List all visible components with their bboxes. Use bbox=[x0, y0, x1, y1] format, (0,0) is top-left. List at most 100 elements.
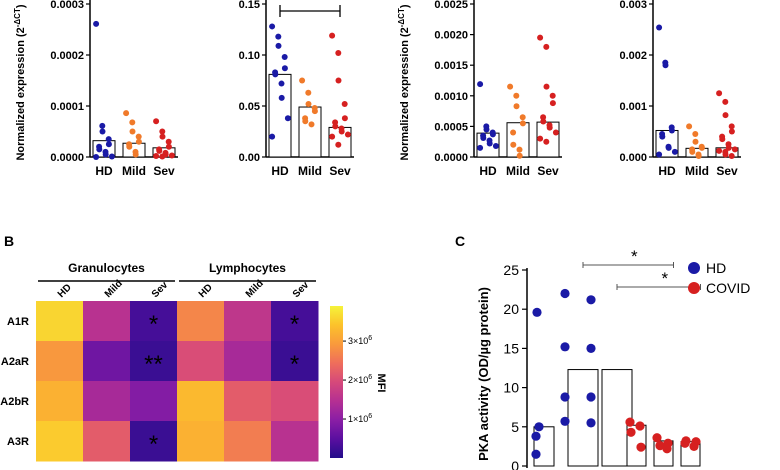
a1-y-label-close: ) bbox=[15, 4, 27, 8]
heatmap-cell bbox=[83, 421, 131, 462]
a1-y-label-sup: -ΔCT bbox=[13, 8, 22, 27]
a4-point-HD bbox=[665, 144, 672, 151]
a3-point-Mild bbox=[510, 129, 517, 136]
a2-point-HD bbox=[275, 42, 282, 49]
a2-x-label-Sev: Sev bbox=[329, 164, 351, 178]
heatmap-col-label: Sev bbox=[150, 279, 171, 300]
pka-point bbox=[560, 288, 570, 299]
a3-point-HD bbox=[477, 144, 484, 151]
a3-y-tick-label: 0.0000 bbox=[434, 152, 468, 164]
pka-y-tick-label: 5 bbox=[511, 419, 519, 435]
heatmap-cell bbox=[83, 381, 131, 422]
pka-point bbox=[531, 449, 541, 459]
pka-point bbox=[560, 416, 570, 426]
heatmap-row-label: A3R bbox=[7, 436, 29, 448]
a3-y-tick-label: 0.0025 bbox=[434, 0, 468, 11]
colorbar-label: MFI bbox=[375, 374, 387, 393]
heatmap-row-label: A1R bbox=[7, 316, 29, 328]
a1-point-Mild bbox=[135, 133, 142, 140]
a2-point-Sev bbox=[341, 100, 348, 107]
a4-x-label-HD: HD bbox=[658, 164, 676, 178]
a4-point-HD bbox=[662, 62, 669, 69]
pka-y-tick-label: 20 bbox=[503, 301, 519, 317]
a3-point-Sev bbox=[537, 135, 544, 142]
heatmap-cell bbox=[177, 381, 225, 422]
a2-point-HD bbox=[278, 80, 285, 87]
pka-point bbox=[532, 307, 542, 317]
a2-point-Sev bbox=[338, 128, 345, 135]
a3-point-Sev bbox=[540, 114, 547, 121]
heatmap-cell bbox=[36, 341, 84, 382]
a1-y-label-main: Normalized expression (2 bbox=[15, 27, 27, 160]
a2-point-Sev bbox=[329, 133, 336, 140]
a4-point-Mild bbox=[689, 148, 696, 155]
a2-point-HD bbox=[272, 71, 279, 78]
colorbar bbox=[330, 306, 343, 458]
a2-y-tick-label: 0.10 bbox=[239, 50, 260, 62]
heatmap-cell bbox=[177, 301, 225, 342]
pka-point bbox=[655, 441, 665, 451]
a1-point-HD bbox=[93, 20, 100, 27]
pka-y-tick-label: 15 bbox=[503, 340, 519, 356]
a1-point-HD bbox=[105, 141, 112, 148]
a1-point-Sev bbox=[153, 118, 160, 125]
colorbar-tick-label: 1×106 bbox=[348, 413, 372, 424]
a1-point-Mild bbox=[123, 110, 130, 117]
heatmap-cell bbox=[130, 341, 178, 382]
pka-bar bbox=[567, 369, 599, 467]
a2-point-Mild bbox=[302, 118, 309, 125]
a2-point-Mild bbox=[308, 121, 315, 128]
a2-point-Mild bbox=[305, 89, 312, 96]
a4-point-HD bbox=[656, 24, 663, 31]
a1-point-Sev bbox=[168, 152, 175, 159]
a2-point-Mild bbox=[299, 77, 306, 84]
a2-point-Sev bbox=[335, 77, 342, 84]
chart-pka: 0 5 10 15 20 25 PKA activity (OD/µg protein) * *… bbox=[476, 247, 750, 470]
a3-point-HD bbox=[489, 131, 496, 138]
a4-point-HD bbox=[659, 133, 666, 140]
a4-point-Sev bbox=[725, 144, 732, 151]
a3-point-Mild bbox=[507, 83, 514, 90]
heatmap-row-label: A2aR bbox=[1, 356, 29, 368]
colorbar-tick-exp: 6 bbox=[368, 335, 372, 342]
pka-point bbox=[625, 417, 635, 427]
chart-a1: 0.0000 0.0001 0.0002 0.0003 Normalized expre… bbox=[13, 0, 178, 178]
a1-point-Sev bbox=[159, 133, 166, 140]
a4-point-Mild bbox=[698, 144, 705, 151]
a2-point-HD bbox=[275, 33, 282, 40]
a3-point-Sev bbox=[540, 118, 547, 125]
pka-point bbox=[689, 441, 699, 451]
colorbar-tick-exp: 6 bbox=[368, 374, 372, 381]
a4-point-Sev bbox=[716, 90, 723, 97]
a1-point-Sev bbox=[153, 152, 160, 159]
a3-point-Sev bbox=[543, 83, 550, 90]
a2-y-tick-label: 0.00 bbox=[239, 152, 260, 164]
a4-x-label-Mild: Mild bbox=[685, 164, 709, 178]
colorbar-tick-base: 2×10 bbox=[348, 375, 368, 385]
a1-point-HD bbox=[108, 153, 115, 160]
a2-point-HD bbox=[281, 65, 288, 72]
a2-point-Sev bbox=[344, 131, 351, 138]
a4-point-HD bbox=[671, 148, 678, 155]
pka-point bbox=[534, 422, 544, 432]
a3-y-tick-label: 0.0015 bbox=[434, 60, 468, 72]
a1-point-Mild bbox=[132, 151, 139, 158]
a4-point-Sev bbox=[728, 152, 735, 159]
colorbar-tick-label: 2×106 bbox=[348, 374, 372, 385]
a4-y-tick-label: 0.002 bbox=[619, 50, 647, 62]
heatmap-cell bbox=[130, 381, 178, 422]
a4-point-Sev bbox=[728, 128, 735, 135]
a1-point-Mild bbox=[129, 128, 136, 135]
a2-point-Mild bbox=[311, 108, 318, 115]
a3-point-Mild bbox=[516, 146, 523, 153]
pka-point bbox=[586, 418, 596, 428]
a3-point-Sev bbox=[549, 100, 556, 107]
a3-point-Sev bbox=[549, 92, 556, 99]
a1-point-Sev bbox=[165, 143, 172, 150]
pka-point bbox=[662, 444, 672, 454]
a1-point-Mild bbox=[129, 119, 136, 126]
a3-x-label-Sev: Sev bbox=[537, 164, 559, 178]
a1-y-tick-label: 0.0003 bbox=[50, 0, 84, 11]
pka-point bbox=[560, 342, 570, 352]
